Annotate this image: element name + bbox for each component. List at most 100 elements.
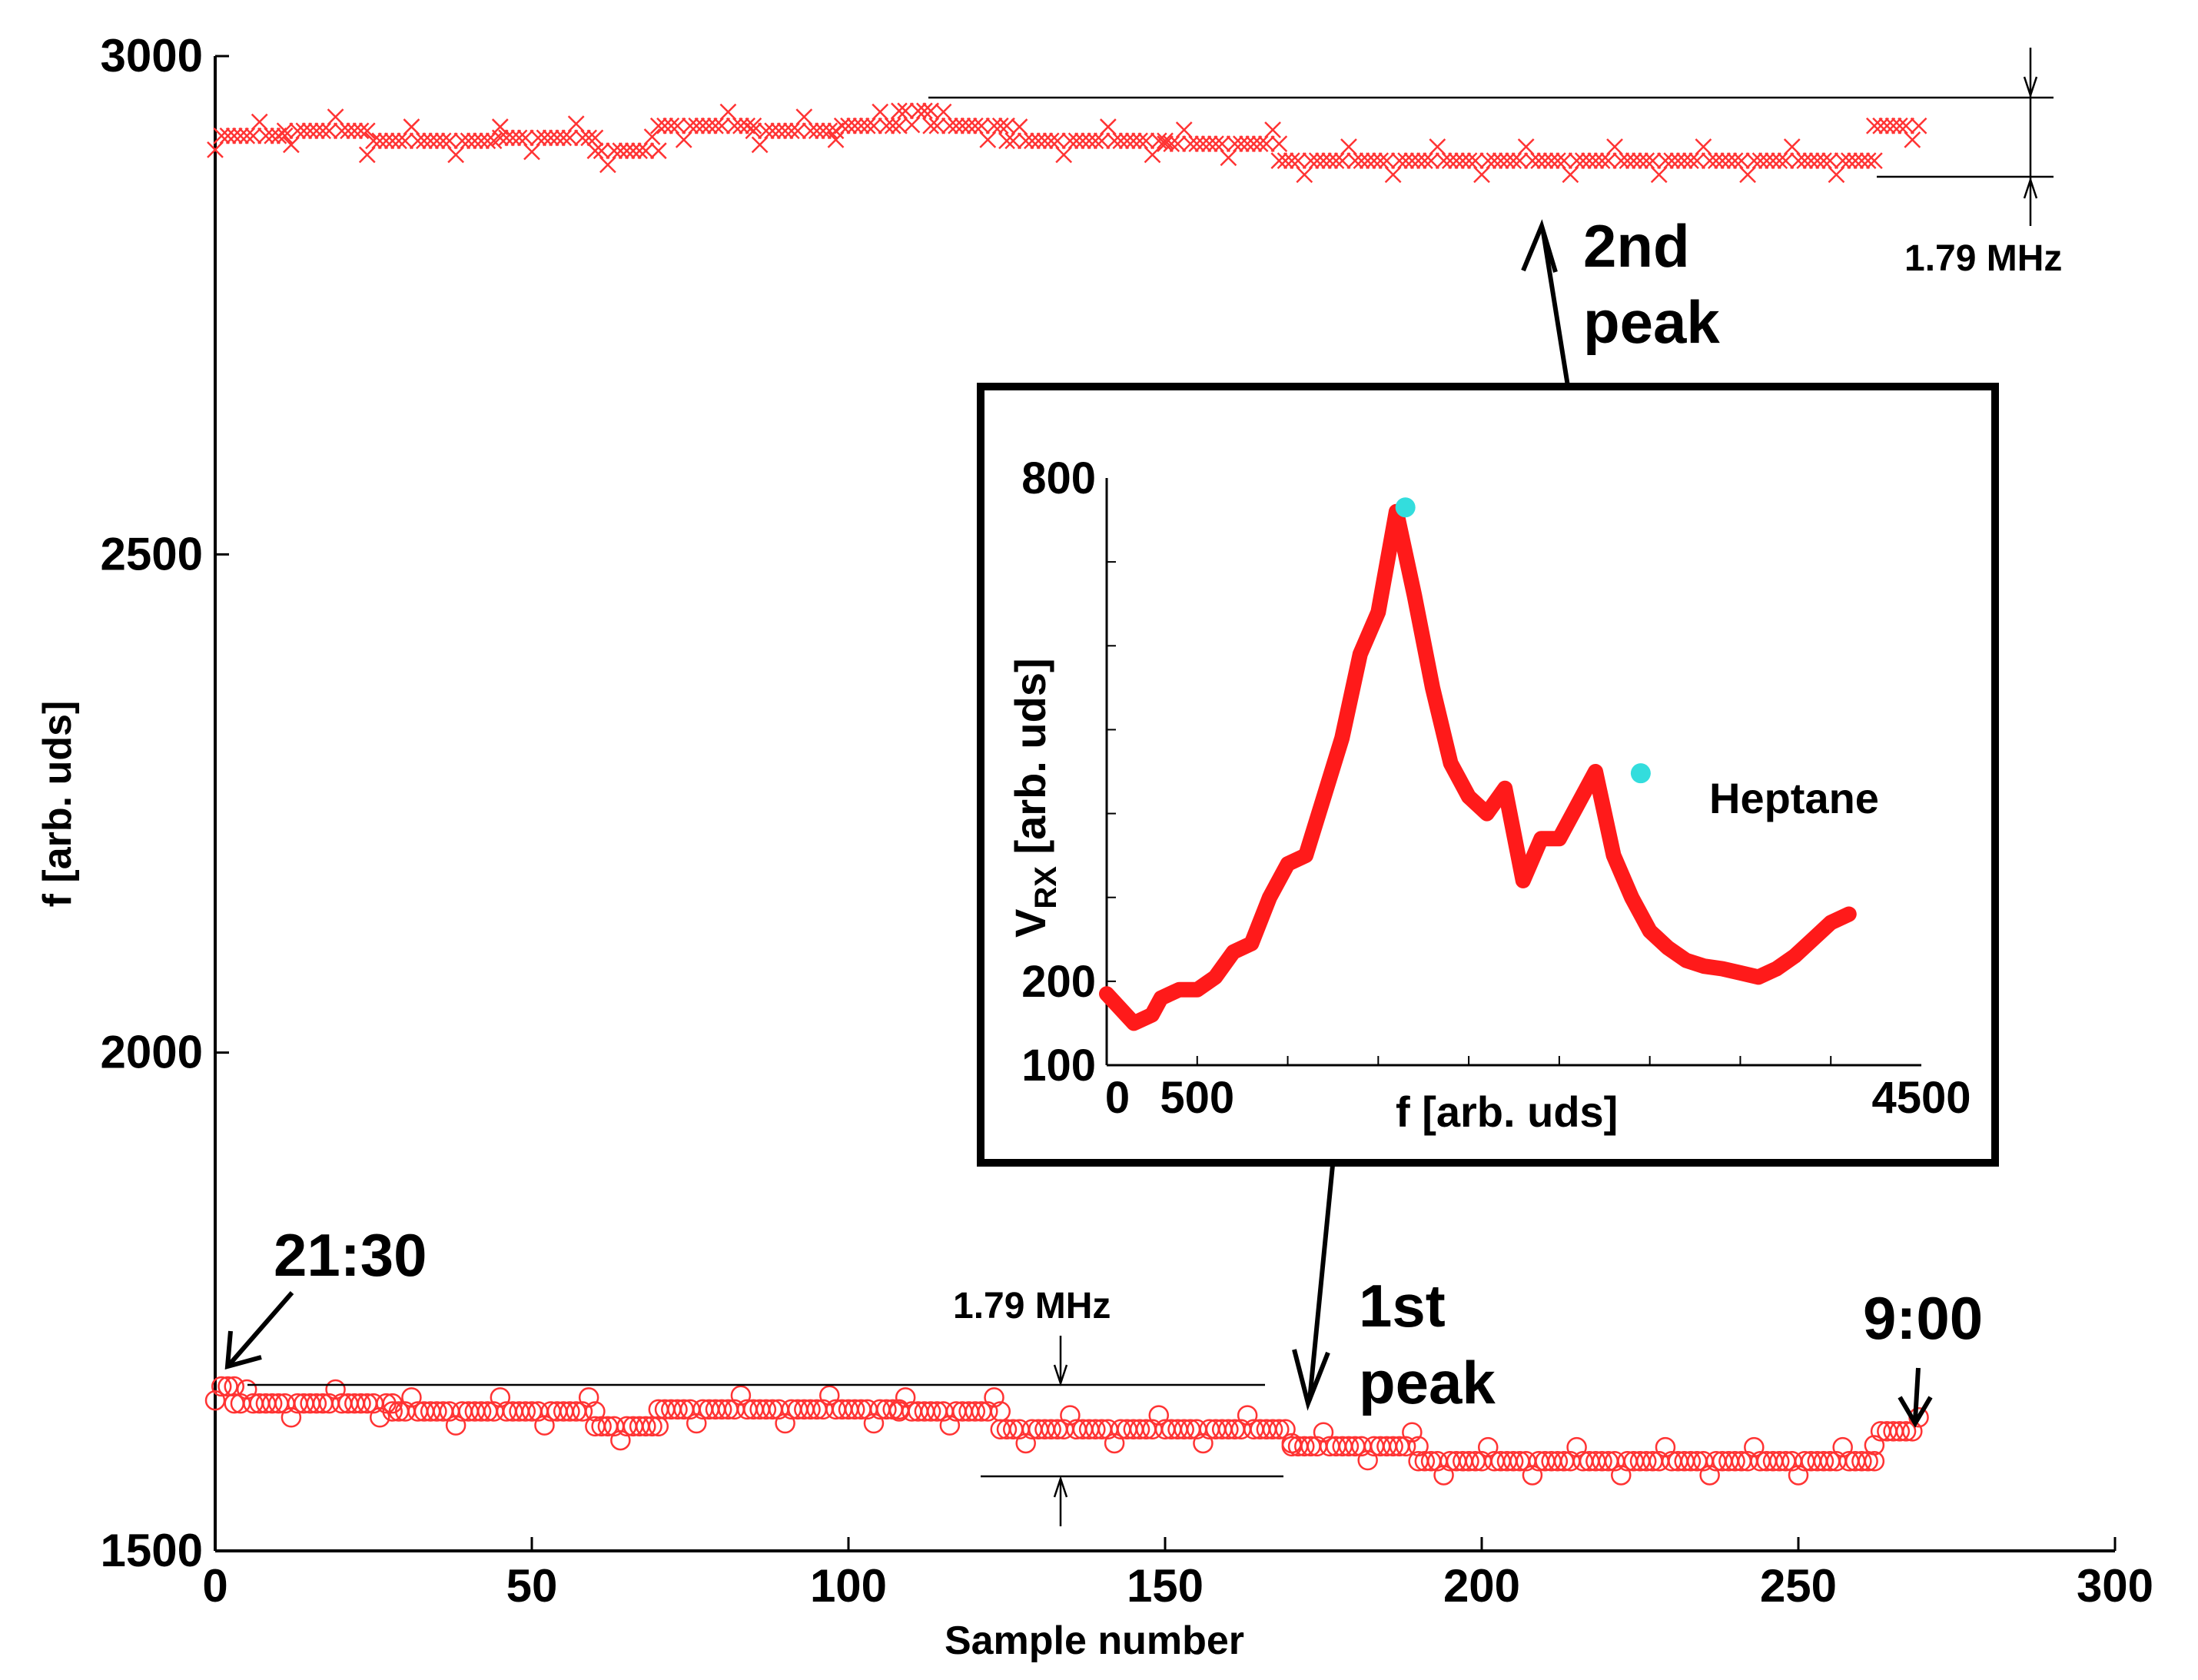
- data-point-x: [1283, 152, 1300, 170]
- inset-y-axis-title-sub: RX: [1029, 866, 1063, 909]
- data-point-x: [1479, 152, 1497, 170]
- data-point-x: [530, 129, 547, 147]
- data-point-x: [1321, 152, 1339, 170]
- data-point-x: [1638, 152, 1655, 170]
- data-point-x: [1657, 152, 1674, 170]
- top-range-label: 1.79 MHz: [1904, 238, 2062, 279]
- data-point-x: [1118, 132, 1136, 150]
- data-point-x: [1409, 152, 1427, 170]
- data-point-x: [795, 108, 813, 125]
- data-point-x: [1625, 152, 1642, 170]
- data-point-x: [656, 117, 673, 134]
- bracket-arrowhead-up-icon: [2023, 177, 2038, 199]
- data-point-x: [606, 142, 623, 160]
- data-point-x: [675, 131, 692, 148]
- main-y-tick-label: 3000: [101, 30, 203, 81]
- data-point-o: [515, 1401, 536, 1422]
- data-point-x: [865, 117, 882, 134]
- data-point-o: [1218, 1419, 1239, 1440]
- data-point-x: [1036, 132, 1054, 150]
- data-point-x: [1372, 152, 1390, 170]
- data-point-x: [1257, 135, 1275, 152]
- data-point-o: [1864, 1451, 1885, 1472]
- data-point-x: [1302, 152, 1320, 170]
- data-point-x: [884, 117, 901, 134]
- data-point-x: [567, 115, 585, 133]
- data-point-x: [1783, 138, 1801, 155]
- main-x-tick-label: 150: [1127, 1560, 1204, 1612]
- data-point-x: [479, 132, 496, 150]
- data-point-x: [1675, 152, 1693, 170]
- data-point-x: [858, 117, 876, 134]
- data-point-x: [1898, 117, 1914, 134]
- data-point-x: [1270, 135, 1288, 152]
- data-point-x: [782, 122, 800, 140]
- data-point-x: [789, 122, 806, 140]
- data-point-x: [244, 127, 262, 144]
- data-point-x: [732, 117, 749, 134]
- bracket-arrowhead-up-icon: [1053, 1476, 1068, 1498]
- data-point-o: [819, 1385, 840, 1406]
- data-point-x: [473, 132, 490, 150]
- data-point-x: [1865, 117, 1883, 134]
- data-point-x: [745, 117, 762, 134]
- data-point-x: [1416, 152, 1433, 170]
- data-point-x: [1087, 132, 1104, 150]
- data-point-x: [1346, 152, 1364, 170]
- data-point-o: [1502, 1451, 1524, 1472]
- data-point-x: [586, 142, 604, 160]
- data-point-x: [1688, 152, 1706, 170]
- data-point-x: [1796, 152, 1814, 170]
- data-point-x: [979, 131, 997, 148]
- data-point-x: [935, 103, 952, 121]
- data-point-x: [466, 132, 483, 150]
- data-point-o: [636, 1416, 656, 1437]
- data-point-x: [428, 132, 446, 150]
- first-peak-label-line1: 1st: [1359, 1272, 1446, 1340]
- data-point-o: [1357, 1449, 1378, 1471]
- data-point-x: [1460, 152, 1478, 170]
- inset-series-heptane: [1099, 503, 1857, 1031]
- data-point-x: [1144, 146, 1161, 164]
- data-point-x: [1074, 132, 1091, 150]
- data-point-x: [872, 103, 889, 121]
- data-point-x: [1290, 152, 1307, 170]
- data-point-x: [213, 127, 231, 144]
- data-point-o: [490, 1387, 511, 1408]
- data-point-o: [559, 1401, 580, 1422]
- data-point-x: [1536, 152, 1554, 170]
- data-point-x: [770, 122, 788, 140]
- data-point-x: [725, 117, 743, 134]
- data-point-x: [403, 118, 420, 135]
- data-point-x: [447, 146, 465, 164]
- data-point-x: [1612, 152, 1630, 170]
- data-point-x: [1568, 152, 1585, 170]
- second-peak-label-line1: 2nd: [1583, 212, 1690, 280]
- data-point-o: [1547, 1451, 1569, 1472]
- data-point-x: [510, 129, 528, 147]
- data-point-x: [1353, 152, 1370, 170]
- inset-y-axis-title-rest: [arb. uds]: [1006, 658, 1054, 866]
- data-point-x: [1910, 117, 1927, 134]
- data-point-x: [1264, 121, 1281, 138]
- data-point-x: [498, 129, 515, 147]
- data-point-o: [984, 1387, 1004, 1408]
- data-point-x: [1701, 152, 1718, 170]
- data-point-x: [903, 116, 921, 134]
- arrow-start-time: [227, 1291, 294, 1366]
- data-point-x: [1726, 152, 1744, 170]
- main-x-tick-label: 100: [810, 1560, 887, 1612]
- data-point-o: [895, 1387, 916, 1408]
- data-point-x: [352, 122, 370, 140]
- data-point-x: [1232, 135, 1250, 152]
- data-point-x: [897, 102, 915, 120]
- data-point-x: [397, 132, 414, 150]
- data-point-x: [1511, 152, 1529, 170]
- series-second-peak: [207, 102, 1927, 184]
- data-point-x: [1808, 152, 1826, 170]
- y-axis-title: f [arb. uds]: [35, 701, 80, 908]
- data-point-x: [1448, 152, 1465, 170]
- data-point-o: [978, 1401, 998, 1422]
- data-point-x: [1067, 132, 1085, 150]
- data-point-o: [1788, 1465, 1809, 1486]
